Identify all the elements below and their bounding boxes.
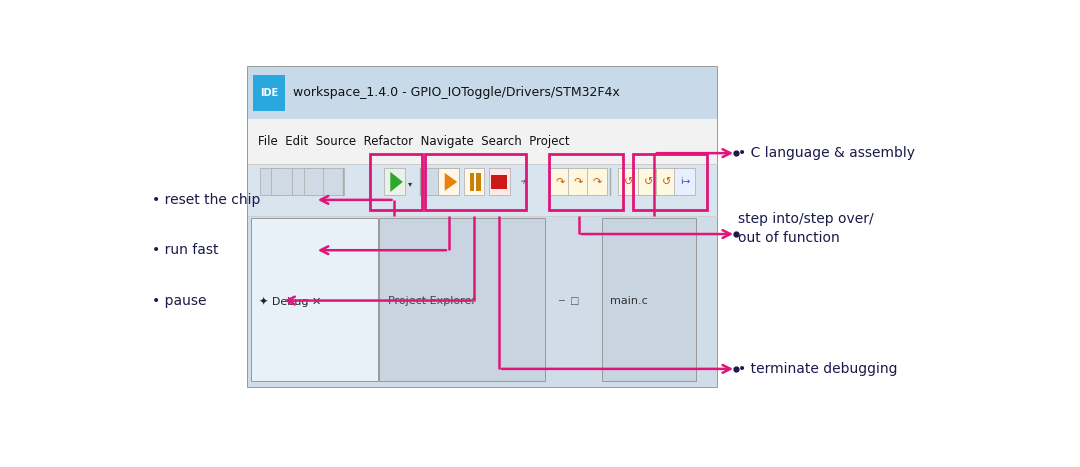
FancyBboxPatch shape bbox=[602, 218, 696, 382]
Text: ─  □: ─ □ bbox=[557, 297, 579, 306]
FancyBboxPatch shape bbox=[463, 169, 485, 195]
FancyBboxPatch shape bbox=[438, 169, 459, 195]
Text: ↷: ↷ bbox=[592, 177, 602, 187]
FancyBboxPatch shape bbox=[260, 169, 281, 195]
FancyBboxPatch shape bbox=[568, 169, 589, 195]
Text: • reset the chip: • reset the chip bbox=[151, 193, 260, 207]
FancyBboxPatch shape bbox=[248, 216, 717, 387]
Text: • pause: • pause bbox=[151, 294, 206, 308]
Text: ↷: ↷ bbox=[573, 177, 583, 187]
FancyBboxPatch shape bbox=[674, 169, 696, 195]
Text: ↺: ↺ bbox=[644, 177, 652, 187]
Text: ▾: ▾ bbox=[408, 179, 413, 188]
Text: ↷: ↷ bbox=[555, 177, 565, 187]
Text: ↺: ↺ bbox=[624, 177, 634, 187]
FancyBboxPatch shape bbox=[550, 169, 570, 195]
FancyBboxPatch shape bbox=[305, 169, 325, 195]
FancyBboxPatch shape bbox=[271, 169, 292, 195]
Text: IDE: IDE bbox=[260, 88, 278, 98]
Text: File  Edit  Source  Refactor  Navigate  Search  Project: File Edit Source Refactor Navigate Searc… bbox=[258, 135, 569, 148]
Text: ≁: ≁ bbox=[519, 177, 529, 187]
Text: • C language & assembly: • C language & assembly bbox=[738, 146, 915, 160]
Text: workspace_1.4.0 - GPIO_IOToggle/Drivers/STM32F4x: workspace_1.4.0 - GPIO_IOToggle/Drivers/… bbox=[293, 86, 620, 99]
Polygon shape bbox=[390, 172, 403, 192]
Text: Project Explorer: Project Explorer bbox=[388, 297, 476, 306]
FancyBboxPatch shape bbox=[637, 169, 659, 195]
FancyBboxPatch shape bbox=[248, 67, 717, 119]
FancyBboxPatch shape bbox=[384, 169, 405, 195]
Text: ✦ Debug ✕: ✦ Debug ✕ bbox=[259, 296, 321, 307]
Text: ↺: ↺ bbox=[662, 177, 671, 187]
Text: main.c: main.c bbox=[610, 297, 648, 306]
FancyBboxPatch shape bbox=[490, 175, 508, 189]
FancyBboxPatch shape bbox=[586, 169, 607, 195]
FancyBboxPatch shape bbox=[619, 169, 639, 195]
FancyBboxPatch shape bbox=[248, 67, 717, 387]
Text: step into/step over/
out of function: step into/step over/ out of function bbox=[738, 212, 874, 245]
FancyBboxPatch shape bbox=[248, 119, 717, 164]
FancyBboxPatch shape bbox=[251, 218, 378, 382]
Text: • terminate debugging: • terminate debugging bbox=[738, 362, 897, 376]
Polygon shape bbox=[445, 173, 457, 191]
FancyBboxPatch shape bbox=[476, 173, 481, 191]
FancyBboxPatch shape bbox=[248, 164, 717, 216]
FancyBboxPatch shape bbox=[253, 75, 285, 111]
FancyBboxPatch shape bbox=[470, 173, 474, 191]
FancyBboxPatch shape bbox=[379, 218, 545, 382]
FancyBboxPatch shape bbox=[292, 169, 313, 195]
FancyBboxPatch shape bbox=[656, 169, 677, 195]
Text: • run fast: • run fast bbox=[151, 243, 218, 257]
FancyBboxPatch shape bbox=[438, 169, 459, 195]
Text: i→: i→ bbox=[679, 177, 690, 186]
FancyBboxPatch shape bbox=[488, 169, 510, 195]
FancyBboxPatch shape bbox=[323, 169, 343, 195]
FancyBboxPatch shape bbox=[423, 169, 444, 195]
